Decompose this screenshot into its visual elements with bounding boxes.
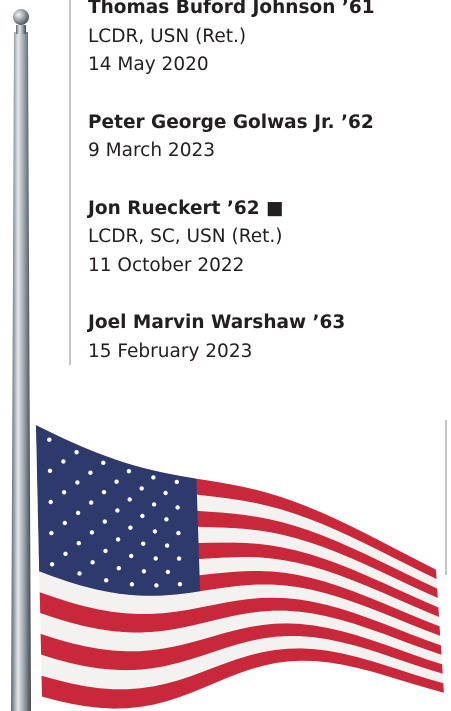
flag-star <box>103 549 107 553</box>
flag-star <box>127 469 131 473</box>
flag-star <box>88 471 92 475</box>
flag-star <box>47 438 51 442</box>
flag-star <box>163 491 167 495</box>
flag-star <box>102 490 106 494</box>
flag-star <box>103 519 107 523</box>
flag-star <box>152 502 156 506</box>
flag-star <box>177 556 181 560</box>
flag-star <box>165 543 169 547</box>
entry-date: 15 February 2023 <box>88 338 438 367</box>
flag-star <box>75 480 79 484</box>
flag-star <box>89 500 93 504</box>
flag-star <box>115 508 119 512</box>
flag-star <box>74 450 78 454</box>
flag-star <box>50 562 54 566</box>
flag-star <box>151 475 155 479</box>
flag-star <box>62 490 66 494</box>
flag-star <box>90 560 94 564</box>
flag-star <box>117 566 121 570</box>
flag-star <box>63 552 67 556</box>
flag-star <box>129 554 133 558</box>
flag-star <box>153 529 157 533</box>
flag-star <box>175 480 179 484</box>
flag-star <box>49 500 53 504</box>
flag-star <box>101 461 105 465</box>
flag-star <box>166 570 170 574</box>
flag-pole <box>11 32 31 711</box>
pole-neck <box>16 25 26 34</box>
flag-star <box>128 497 132 501</box>
flag-star <box>77 541 81 545</box>
flag-star <box>49 531 53 535</box>
entry-date: 9 March 2023 <box>88 137 438 166</box>
flag-star <box>77 571 81 575</box>
flag <box>36 425 444 708</box>
flag-star <box>164 517 168 521</box>
flag-star <box>154 556 158 560</box>
flag-star <box>104 578 108 582</box>
flag-star <box>128 526 132 530</box>
flag-star <box>176 531 180 535</box>
flag-star <box>90 530 94 534</box>
entry-name: Thomas Buford Johnson ’61 <box>88 0 438 23</box>
page: {"entries": [ {"name": "Thomas Buford Jo… <box>0 0 451 711</box>
flag-star <box>76 511 80 515</box>
flag-star <box>140 514 144 518</box>
flag-star <box>154 583 158 587</box>
entry-name: Jon Rueckert ’62 ■ <box>88 195 438 224</box>
pole-finial <box>13 9 29 25</box>
flag-star <box>140 486 144 490</box>
entry-date: 11 October 2022 <box>88 252 438 281</box>
flag-star <box>175 505 179 509</box>
flag-star <box>116 537 120 541</box>
flag-star <box>178 582 182 586</box>
entry-name: Peter George Golwas Jr. ’62 <box>88 109 438 138</box>
flag-star <box>63 521 67 525</box>
flag-star <box>141 542 145 546</box>
flag-star <box>61 459 65 463</box>
flag-star <box>48 469 52 473</box>
entry-name: Joel Marvin Warshaw ’63 <box>88 309 438 338</box>
entry-rank: LCDR, USN (Ret.) <box>88 23 438 52</box>
flag-star <box>130 582 134 586</box>
page-body: Thomas Buford Johnson ’61LCDR, USN (Ret.… <box>0 0 451 711</box>
flag-star <box>114 480 118 484</box>
entry-rank: LCDR, SC, USN (Ret.) <box>88 223 438 252</box>
flag-star <box>142 569 146 573</box>
entry-date: 14 May 2020 <box>88 51 438 80</box>
entry: Jon Rueckert ’62 ■LCDR, SC, USN (Ret.)11… <box>88 195 438 281</box>
